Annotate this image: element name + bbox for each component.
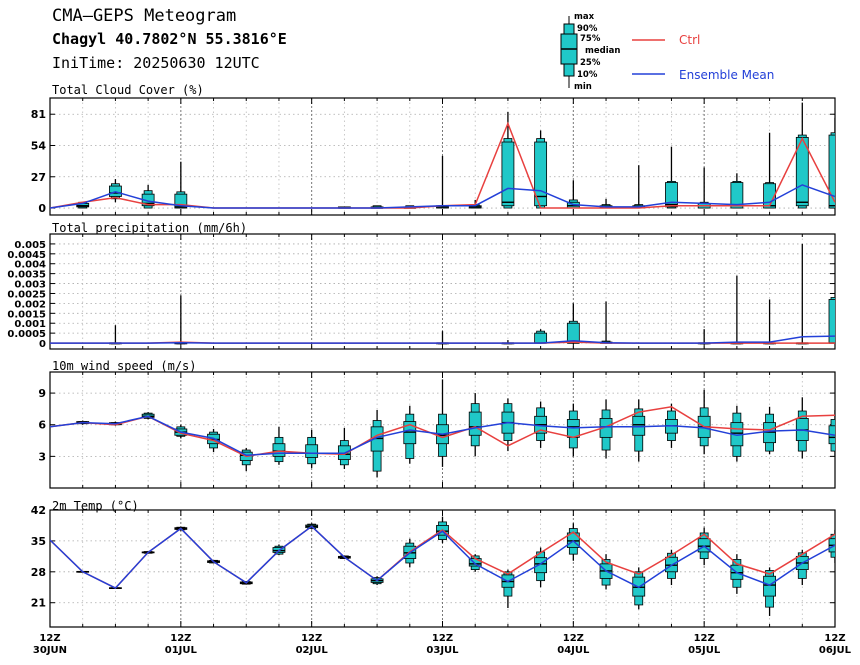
legend-box-label: max	[574, 12, 595, 22]
xtick-day-label: 30JUN	[33, 645, 67, 656]
xtick-day-label: 04JUL	[557, 645, 590, 656]
ensemble-mean-line	[50, 415, 835, 457]
legend-box-label: 75%	[580, 34, 601, 44]
legend: max 90%75% median 25% 10% min Ctrl Ensemble Mea…	[560, 12, 774, 92]
ytick-label: 0.002	[14, 299, 46, 310]
xtick-hour-label: 12Z	[170, 633, 191, 644]
xtick-day-label: 02JUL	[296, 645, 329, 656]
xtick-hour-label: 12Z	[563, 633, 584, 644]
xtick-hour-label: 12Z	[301, 633, 322, 644]
legend-box-label: 90%	[577, 24, 598, 34]
box-inner	[730, 182, 744, 209]
legend-box-label: 10%	[577, 70, 598, 80]
legend-box-label: median	[585, 46, 620, 56]
ytick-label: 0.0035	[7, 270, 46, 281]
panel: 2m Temp (°C) 21 28 35 42	[31, 499, 836, 628]
panel: Total Cloud Cover (%) 0 27 54 81	[31, 83, 836, 216]
legend-mean-label: Ensemble Mean	[679, 68, 774, 82]
legend-box-label: 25%	[580, 58, 601, 68]
ytick-label: 21	[31, 597, 46, 610]
ensemble-mean-line	[50, 335, 835, 344]
box-inner	[632, 415, 646, 436]
meteogram-title: CMA—GEPS Meteogram	[52, 6, 237, 26]
panel-title: Total Cloud Cover (%)	[52, 83, 204, 97]
panel: Total precipitation (mm/6h)00.00050.0010…	[7, 221, 836, 350]
ytick-label: 3	[38, 450, 46, 463]
box-inner	[534, 332, 548, 344]
xtick-day-label: 05JUL	[688, 645, 721, 656]
xtick-day-label: 03JUL	[426, 645, 459, 656]
ensemble-mean-line	[50, 184, 835, 209]
ytick-label: 0.001	[14, 319, 46, 330]
panel-frame	[49, 233, 836, 350]
marks	[50, 243, 835, 345]
xtick-hour-label: 12Z	[694, 633, 715, 644]
legend-box-label: min	[574, 82, 592, 92]
ytick-label: 0	[39, 339, 46, 350]
box-inner	[828, 134, 835, 209]
panel-title: Total precipitation (mm/6h)	[52, 221, 247, 235]
box-inner	[468, 411, 482, 436]
xtick-day-label: 01JUL	[165, 645, 198, 656]
ytick-label: 0.003	[14, 280, 46, 291]
time-axis: 12Z30JUN12Z01JUL12Z02JUL12Z03JUL12Z04JUL…	[33, 633, 852, 656]
panel-title: 2m Temp (°C)	[52, 499, 139, 513]
box-inner	[665, 182, 678, 208]
ytick-label: 54	[31, 139, 47, 152]
box-inner	[534, 557, 548, 574]
station-label: Chagyl 40.7802°N 55.3816°E	[52, 30, 287, 48]
ytick-label: 42	[31, 504, 46, 517]
panel-frame	[49, 509, 836, 628]
ctrl-line	[50, 406, 835, 458]
ytick-label: 6	[38, 419, 46, 432]
box-inner	[599, 417, 613, 438]
ytick-label: 0.0005	[7, 329, 46, 340]
ytick-label: 0.004	[14, 260, 46, 271]
ytick-label: 35	[31, 535, 46, 548]
ytick-label: 0.005	[14, 240, 46, 251]
marks	[50, 379, 835, 478]
panel-title: 10m wind speed (m/s)	[52, 359, 197, 373]
ytick-label: 9	[38, 387, 46, 400]
ytick-label: 0.0025	[7, 289, 46, 300]
box-inner	[763, 575, 776, 597]
xtick-hour-label: 12Z	[824, 633, 845, 644]
box-inner	[272, 443, 286, 457]
xtick-hour-label: 12Z	[39, 633, 60, 644]
ytick-label: 28	[31, 566, 46, 579]
xtick-hour-label: 12Z	[432, 633, 453, 644]
legend-ctrl-label: Ctrl	[679, 33, 700, 47]
marks	[50, 516, 835, 616]
init-time-label: IniTime: 20250630 12UTC	[52, 54, 260, 72]
ensemble-mean-line	[50, 525, 835, 590]
ytick-label: 0	[38, 202, 46, 215]
box-inner	[828, 299, 835, 344]
marks	[50, 102, 835, 209]
ytick-label: 81	[31, 108, 46, 121]
panel: 10m wind speed (m/s) 3 6 9	[38, 359, 836, 489]
ytick-label: 0.0045	[7, 250, 46, 261]
box-inner	[501, 141, 515, 207]
ytick-label: 0.0015	[7, 309, 46, 320]
xtick-day-label: 06JUL	[819, 645, 852, 656]
box-inner	[305, 444, 319, 458]
ytick-label: 27	[31, 171, 46, 184]
